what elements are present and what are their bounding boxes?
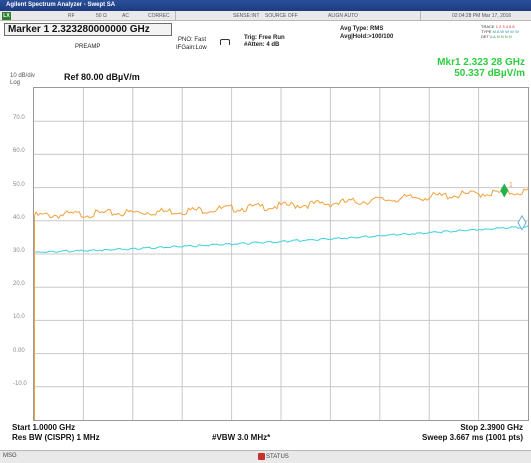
det-label: DET bbox=[481, 34, 489, 39]
marker-1-label: 1 bbox=[509, 182, 513, 188]
y-tick-label: 40.0 bbox=[13, 214, 25, 221]
coupling-label: AC bbox=[122, 13, 129, 19]
pno-label: PNO: Fast bbox=[178, 37, 207, 43]
avg-type-label: Avg Type: RMS bbox=[340, 26, 384, 32]
signal-icon bbox=[220, 39, 230, 45]
sense-label: SENSE:INT bbox=[233, 13, 260, 19]
sweep-time: Sweep 3.667 ms (1001 pts) bbox=[422, 433, 523, 442]
y-tick-label: 70.0 bbox=[13, 115, 25, 122]
y-tick-label: 0.00 bbox=[13, 347, 25, 354]
footer-bar: MSG STATUS bbox=[0, 450, 531, 463]
marker-readout-frequency: Mkr1 2.323 28 GHz bbox=[437, 57, 525, 68]
scale-label: 10 dB/div Log bbox=[10, 73, 35, 87]
det-values: A A N N N N bbox=[489, 34, 512, 39]
y-tick-label: 20.0 bbox=[13, 281, 25, 288]
trace-1-line bbox=[34, 188, 528, 220]
input-label: RF bbox=[68, 13, 75, 19]
type-values: M A W W W W bbox=[492, 29, 519, 34]
trigger-label: Trig: Free Run bbox=[244, 35, 285, 41]
y-tick-label: 50.0 bbox=[13, 181, 25, 188]
marker-readout: Mkr1 2.323 28 GHz 50.337 dBµV/m bbox=[437, 57, 525, 79]
impedance-label: 50 Ω bbox=[96, 13, 107, 19]
y-tick-label: 10.0 bbox=[13, 314, 25, 321]
attenuation-label: #Atten: 4 dB bbox=[244, 42, 280, 48]
window-title-bar: Agilent Spectrum Analyzer - Swept SA bbox=[0, 0, 531, 11]
y-tick-label: 60.0 bbox=[13, 148, 25, 155]
avg-hold-label: Avg|Hold:>100/100 bbox=[340, 34, 394, 40]
scale-type: Log bbox=[10, 80, 21, 86]
status-icon bbox=[258, 453, 265, 460]
scale-div: 10 dB/div bbox=[10, 73, 36, 79]
trace-chart: 1 bbox=[34, 88, 528, 420]
align-label: ALIGN AUTO bbox=[328, 13, 358, 19]
status-indicator[interactable]: STATUS bbox=[258, 453, 289, 460]
status-label: STATUS bbox=[266, 454, 289, 461]
video-bandwidth: #VBW 3.0 MHz* bbox=[212, 433, 271, 442]
trace-plot[interactable]: 1 bbox=[33, 87, 529, 421]
trace-legend: TRACE 1 2 3 4 5 6 TYPE M A W W W W DET A… bbox=[481, 24, 531, 39]
y-tick-label: -10.0 bbox=[13, 380, 27, 387]
start-frequency: Start 1.0000 GHz bbox=[12, 423, 76, 432]
trace-label: TRACE bbox=[481, 24, 495, 29]
correction-label: CORREC bbox=[148, 13, 170, 19]
if-gain-label: IFGain:Low bbox=[176, 45, 207, 51]
y-tick-label: 30.0 bbox=[13, 248, 25, 254]
lxi-icon: LX bbox=[2, 12, 11, 20]
trace-2-line bbox=[34, 225, 528, 254]
stop-frequency: Stop 2.3900 GHz bbox=[460, 423, 523, 432]
marker-frequency-field[interactable]: Marker 1 2.323280000000 GHz bbox=[4, 23, 172, 36]
datetime-label: 02:04:28 PM Mar 17, 2016 bbox=[452, 13, 512, 19]
resolution-bandwidth: Res BW (CISPR) 1 MHz bbox=[12, 433, 100, 442]
source-label: SOURCE OFF bbox=[265, 13, 298, 19]
status-divider bbox=[420, 11, 421, 21]
marker-readout-level: 50.337 dBµV/m bbox=[454, 68, 525, 79]
marker-1-diamond bbox=[500, 183, 509, 198]
type-label: TYPE bbox=[481, 29, 492, 34]
delta-marker-diamond bbox=[517, 214, 527, 231]
preamp-label: PREAMP bbox=[75, 44, 101, 50]
status-divider bbox=[175, 11, 176, 21]
trace-numbers: 1 2 3 4 5 6 bbox=[495, 24, 515, 29]
message-label: MSG bbox=[3, 453, 17, 459]
window-title: Agilent Spectrum Analyzer - Swept SA bbox=[6, 2, 116, 8]
status-row: LX RF 50 Ω AC CORREC SENSE:INT SOURCE OF… bbox=[0, 11, 531, 21]
reference-level: Ref 80.00 dBµV/m bbox=[64, 72, 140, 82]
